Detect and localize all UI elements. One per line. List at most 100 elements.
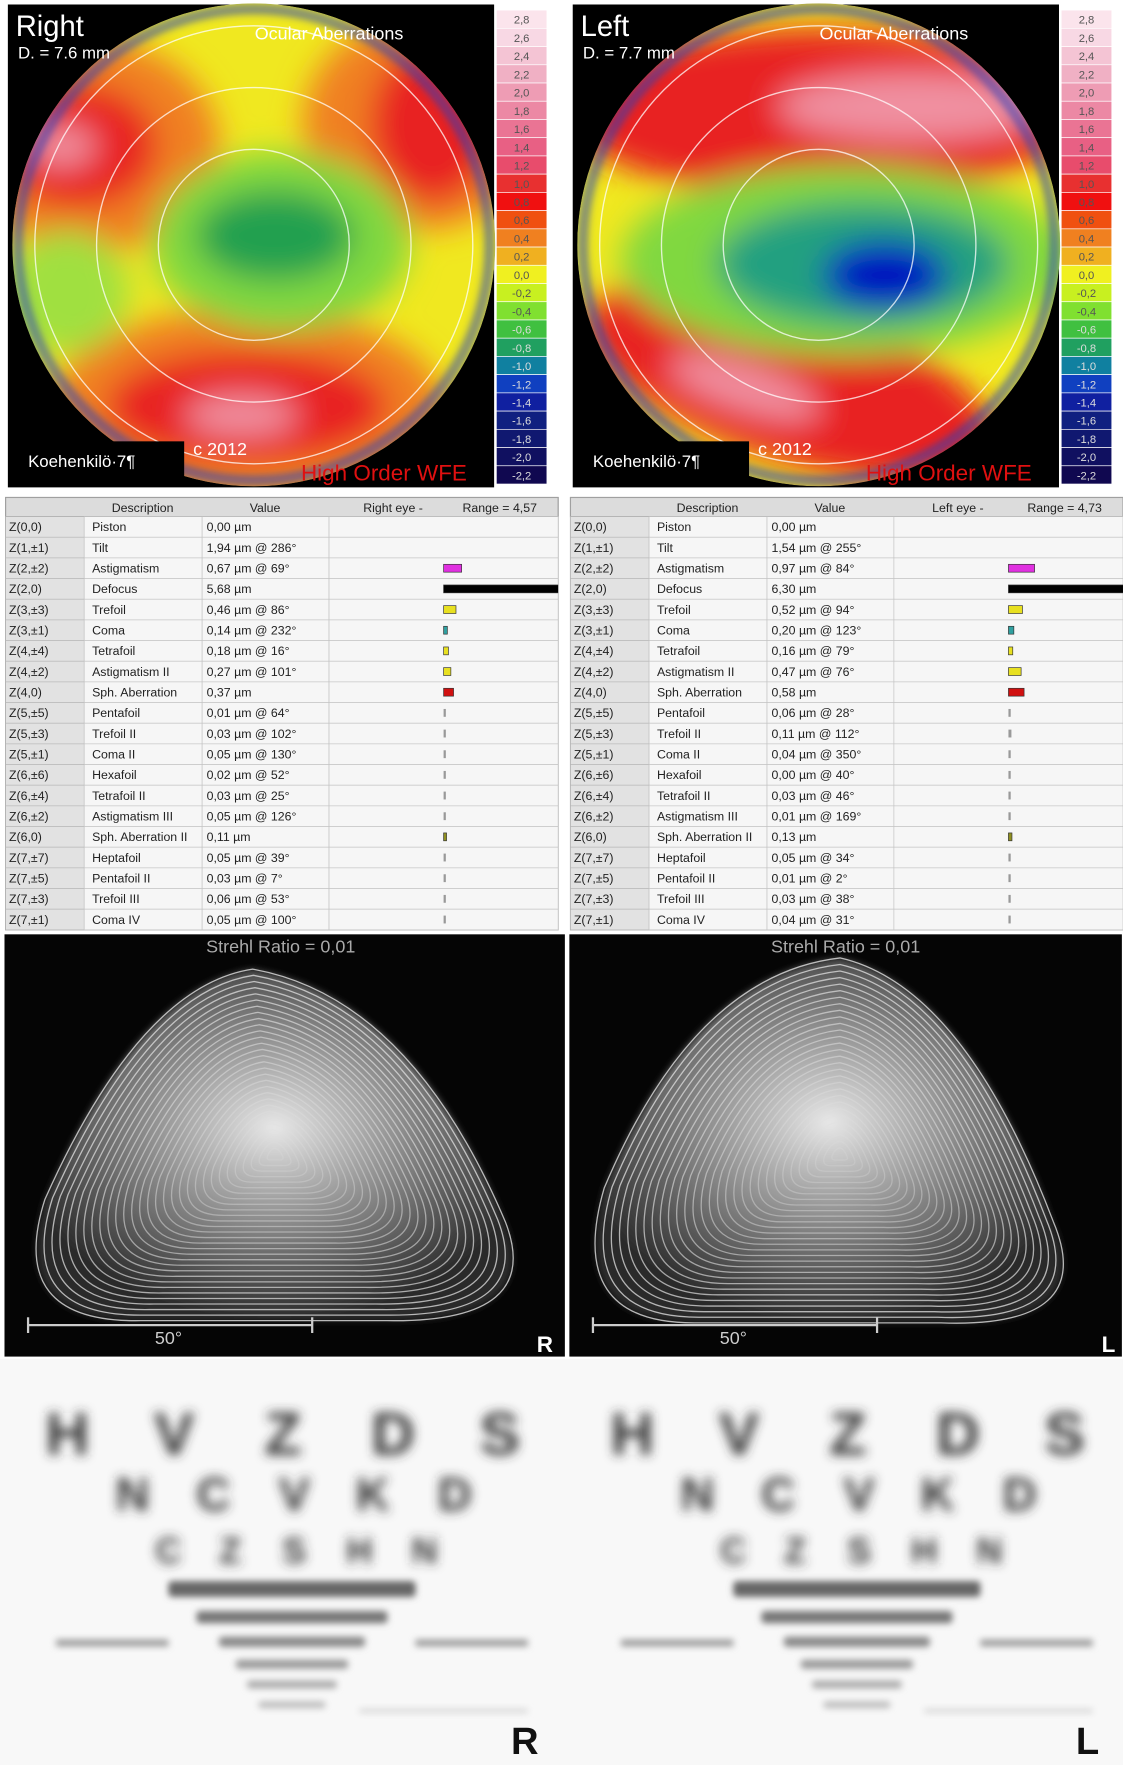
term-value: 0,04 µm @ 350° <box>772 747 862 761</box>
table-cell <box>894 765 1123 786</box>
scale-label: 1,0 <box>1079 179 1095 191</box>
scale-label: 1,2 <box>1079 161 1095 173</box>
term-name: Piston <box>657 520 691 534</box>
optotype: D <box>1003 1467 1037 1520</box>
term-name: Sph. Aberration II <box>92 830 187 844</box>
term-name: Trefoil III <box>657 892 705 906</box>
magnitude-bar <box>1008 585 1123 593</box>
pupil-diameter: D. = 7.6 mm <box>18 43 110 62</box>
scale-label: 1,2 <box>514 161 530 173</box>
scale-label: -1,4 <box>1077 397 1096 409</box>
map-title: Ocular Aberrations <box>820 23 969 43</box>
small-optotype-row <box>823 1701 890 1708</box>
term-name: Astigmatism <box>657 562 724 576</box>
scale-label: -1,0 <box>512 361 531 373</box>
scale-label: 0,2 <box>514 252 530 264</box>
table-cell <box>894 909 1123 930</box>
table-cell <box>894 537 1123 558</box>
term-value: 0,03 µm @ 46° <box>772 789 855 803</box>
magnitude-bar <box>444 709 446 717</box>
term-value: 0,47 µm @ 76° <box>772 665 855 679</box>
scale-label: 0,0 <box>514 270 530 282</box>
map-title: Ocular Aberrations <box>255 23 404 43</box>
table-cell <box>894 847 1123 868</box>
magnitude-bar <box>1008 771 1010 779</box>
scale-label: 50° <box>155 1328 182 1348</box>
optotype: S <box>282 1530 306 1571</box>
chart-line <box>924 1709 1092 1712</box>
chart-line <box>980 1640 1092 1647</box>
scale-label: -1,6 <box>512 416 531 428</box>
optotype: H <box>610 1399 654 1467</box>
optotype: D <box>371 1399 415 1467</box>
scale-label: 1,4 <box>514 142 530 154</box>
magnitude-bar <box>444 668 451 676</box>
term-value: 0,20 µm @ 123° <box>772 623 862 637</box>
zernike-code: Z(1,±1) <box>9 541 49 555</box>
chart-line <box>416 1640 528 1647</box>
term-value: 0,37 µm <box>207 685 252 699</box>
term-value: 5,68 µm <box>207 582 252 596</box>
optotype: Z <box>784 1530 806 1571</box>
eye-panel: RightD. = 7.6 mmOcular AberrationsKoehen… <box>0 3 597 1765</box>
optotype: H <box>45 1399 89 1467</box>
zernike-code: Z(5,±1) <box>9 747 49 761</box>
scale-label: 2,6 <box>514 33 530 45</box>
term-name: Astigmatism II <box>92 665 170 679</box>
optotype: N <box>115 1467 149 1520</box>
magnitude-bar <box>1008 647 1012 655</box>
term-value: 0,52 µm @ 94° <box>772 603 855 617</box>
term-value: 0,01 µm @ 2° <box>772 871 848 885</box>
zernike-code: Z(1,±1) <box>574 541 614 555</box>
scale-label: 2,0 <box>1079 88 1095 100</box>
patient-name: Koehenkilö·7¶ <box>28 452 135 471</box>
optotype: S <box>847 1530 871 1571</box>
term-value: 0,03 µm @ 7° <box>207 871 283 885</box>
scale-label: -0,4 <box>512 306 531 318</box>
table-cell <box>329 517 558 538</box>
small-optotype-row <box>197 1611 388 1623</box>
zernike-code: Z(3,±1) <box>9 623 49 637</box>
scale-label: 0,4 <box>514 233 530 245</box>
table-header-cell: Left eye - <box>932 501 983 515</box>
scale-label: 0,6 <box>1079 215 1095 227</box>
term-value: 0,05 µm @ 39° <box>207 851 290 865</box>
term-value: 0,97 µm @ 84° <box>772 562 855 576</box>
optotype: V <box>278 1467 310 1520</box>
scale-label: 2,8 <box>1079 15 1095 27</box>
zernike-code: Z(7,±7) <box>9 851 49 865</box>
zernike-code: Z(6,±6) <box>9 768 49 782</box>
optotype: V <box>154 1399 195 1467</box>
table-header-cell: Description <box>112 501 174 515</box>
chart-line <box>56 1640 168 1647</box>
zernike-code: Z(3,±3) <box>9 603 49 617</box>
zernike-code: Z(7,±5) <box>574 871 614 885</box>
page: RightD. = 7.6 mmOcular AberrationsKoehen… <box>0 0 1123 1765</box>
magnitude-bar <box>1008 688 1024 696</box>
term-value: 0,18 µm @ 16° <box>207 644 290 658</box>
zernike-code: Z(4,0) <box>574 685 607 699</box>
term-value: 0,27 µm @ 101° <box>207 665 297 679</box>
optotype: N <box>412 1530 438 1571</box>
zernike-code: Z(3,±1) <box>574 623 614 637</box>
small-optotype-row <box>761 1611 952 1623</box>
magnitude-bar <box>1008 895 1010 903</box>
optotype: D <box>936 1399 980 1467</box>
term-value: 0,01 µm @ 169° <box>772 809 862 823</box>
term-name: Hexafoil <box>657 768 702 782</box>
term-name: Coma <box>92 623 125 637</box>
scale-label: 2,6 <box>1079 33 1095 45</box>
psf-side: R <box>537 1332 553 1357</box>
small-optotype-row <box>812 1681 902 1689</box>
term-name: Heptafoil <box>92 851 141 865</box>
scale-label: -2,0 <box>512 452 531 464</box>
magnitude-bar <box>1008 874 1010 882</box>
magnitude-bar <box>444 564 462 572</box>
optotype: H <box>346 1530 372 1571</box>
scale-label: -0,2 <box>1077 288 1096 300</box>
term-value: 0,13 µm <box>772 830 817 844</box>
magnitude-bar <box>1008 606 1022 614</box>
optotype: N <box>976 1530 1002 1571</box>
term-value: 1,94 µm @ 286° <box>207 541 297 555</box>
magnitude-bar <box>444 874 446 882</box>
